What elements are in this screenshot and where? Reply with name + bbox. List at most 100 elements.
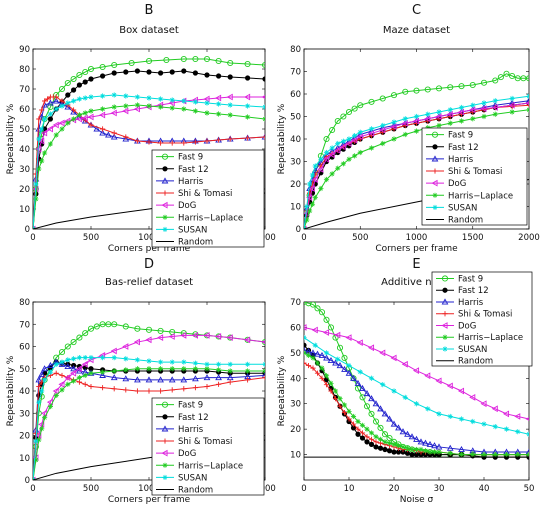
data-point-susan [36,399,42,405]
x-tick-label: 20 [389,484,400,494]
y-tick-label: 40 [19,145,30,155]
data-point-harris-laplace [404,445,411,451]
data-point-susan [368,375,375,381]
data-point-harris-laplace [123,103,129,109]
data-point-harris [422,439,429,446]
legend-label: SUSAN [178,225,207,235]
legend-marker-fast-9 [161,401,169,408]
data-point-shi-tomasi [355,426,361,432]
data-point-dog [446,382,453,390]
legend-label: Fast 12 [178,165,209,175]
data-point-fast-9 [458,83,465,90]
data-point-susan [88,355,94,361]
data-point-harris-laplace [47,403,53,410]
data-point-susan [123,93,129,99]
data-point-susan [216,101,222,107]
data-point-harris [408,433,416,440]
data-point-fast-9 [497,74,504,81]
data-point-harris [332,359,339,366]
data-point-susan [227,102,233,108]
data-point-fast-9 [480,79,488,86]
data-point-susan [304,335,307,341]
legend-marker-harris-laplace [162,214,168,220]
data-point-harris [180,376,188,383]
data-point-susan [458,416,465,422]
data-point-dog [226,334,233,341]
data-point-dog [110,347,117,355]
data-point-harris-laplace [323,373,330,379]
data-point-fast-12 [373,444,379,450]
data-point-harris [395,424,402,431]
data-point-dog [345,140,352,147]
data-point-harris [52,97,60,104]
data-point-dog [317,166,324,173]
data-point-susan [368,126,375,132]
legend-marker-shi-tomasi [432,168,438,174]
data-point-dog [401,119,408,127]
data-point-dog [81,360,88,368]
data-point-susan [42,116,48,122]
data-point-dog [525,417,529,421]
data-point-susan [76,96,82,102]
legend-label: Fast 12 [458,286,489,296]
data-point-fast-12 [355,431,361,437]
data-point-dog [469,106,476,114]
data-point-shi-tomasi [364,434,370,440]
data-point-harris-laplace [458,118,465,124]
data-point-harris-laplace [382,439,388,445]
data-point-shi-tomasi [192,139,198,145]
data-point-harris [99,371,106,378]
data-point-dog [70,369,77,377]
data-point-dog [502,410,510,418]
data-point-susan [71,356,77,362]
legend-marker-susan [162,226,168,233]
data-point-harris [368,395,375,402]
y-tick-label: 50 [19,365,30,375]
data-point-dog [457,387,465,395]
x-tick-label: 10 [344,484,355,494]
data-point-fast-9 [377,424,384,431]
data-point-dog [334,146,341,154]
data-point-harris [350,374,357,381]
data-point-harris [122,375,130,382]
data-point-harris [304,346,308,353]
data-point-susan [357,369,363,375]
legend-label: Fast 9 [178,153,203,163]
data-point-susan [503,426,510,432]
data-point-harris-laplace [481,451,487,458]
data-point-harris-laplace [418,446,424,453]
data-point-susan [458,104,465,111]
data-point-susan [346,136,352,142]
data-point-dog [379,126,386,134]
data-point-dog [226,93,233,101]
data-point-harris-laplace [307,208,313,214]
data-point-dog [46,125,53,133]
data-point-shi-tomasi [111,386,117,392]
data-point-fast-9 [379,95,386,102]
data-point-harris-laplace [100,106,106,112]
data-point-shi-tomasi [100,126,106,132]
data-point-fast-9 [329,126,336,134]
data-point-harris [192,375,199,382]
data-point-fast-9 [368,98,375,105]
data-point-harris-laplace [111,368,117,374]
data-point-harris-laplace [310,355,316,361]
data-point-fast-9 [215,57,222,65]
data-point-susan [227,361,233,367]
data-point-susan [39,126,45,132]
legend-label: Fast 9 [448,131,473,141]
legend-marker-shi-tomasi [162,438,168,444]
data-point-shi-tomasi [368,436,375,442]
data-point-dog [38,421,45,428]
data-point-harris-laplace [409,446,415,453]
data-point-dog [244,336,251,344]
data-point-harris-laplace [329,171,335,177]
data-point-susan [492,424,498,430]
data-point-harris-laplace [36,437,42,443]
legend-label: Harris [448,155,474,165]
data-point-dog [379,349,386,357]
y-tick-label: 40 [19,387,30,397]
x-tick-label: 1000 [138,233,160,243]
chart-panel-d: D Bas-relief dataset 0 10 20 30 40 50 60 70 80 0 500… [6,257,276,505]
data-point-harris [435,443,443,450]
